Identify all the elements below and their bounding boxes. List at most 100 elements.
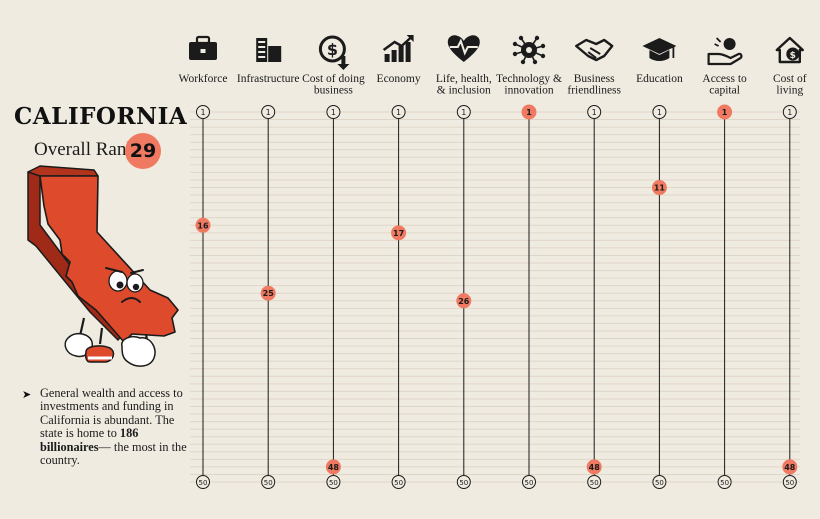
- axis-end-label-bottom: 50: [394, 479, 403, 487]
- axis-end-marker-top: [456, 105, 471, 119]
- axis-end-marker-bottom: [652, 475, 667, 489]
- spark-lines: [714, 37, 722, 47]
- circuit-node: [518, 35, 524, 41]
- coin: [723, 38, 736, 50]
- handshake-outline: [575, 38, 614, 62]
- axis-end-label-top: 1: [592, 108, 597, 117]
- building-window: [258, 51, 266, 53]
- axis-end-marker-bottom: [261, 475, 276, 489]
- rank-value-technology-innovation: 1: [526, 108, 532, 117]
- axis-end-label-top: 1: [331, 108, 336, 117]
- handshake-fingers: [587, 47, 601, 59]
- category-label-cost-of-living: living: [776, 85, 803, 97]
- trend-chart-icon: [382, 35, 414, 62]
- overall-rank-label: Overall Rank:: [34, 139, 142, 160]
- circuit-node: [512, 41, 518, 47]
- circuit-node: [512, 51, 518, 57]
- house-coin-icon: $: [775, 36, 804, 64]
- cap-base: [649, 50, 670, 61]
- state-name: CALIFORNIA: [14, 103, 188, 130]
- building-short: [268, 46, 282, 62]
- circuit-center: [526, 47, 532, 53]
- category-label-infrastructure: Infrastructure: [237, 73, 300, 85]
- coin-ring: [318, 35, 346, 63]
- down-arrow: [337, 56, 350, 70]
- note-highlight: 186 billionaires: [40, 426, 139, 454]
- rank-marker-access-to-capital: [717, 104, 733, 120]
- category-label-life-health-inclusion: Life, health,: [436, 73, 492, 85]
- rank-marker-technology-innovation: [521, 104, 537, 120]
- briefcase-clasp: [200, 49, 206, 53]
- trend-bar: [405, 42, 411, 62]
- handshake-icon: [575, 38, 614, 62]
- rank-marker-economy: [391, 225, 407, 241]
- house-coin: [786, 47, 800, 61]
- dollar-coin-icon: $: [318, 35, 350, 70]
- rank-value-education: 11: [654, 184, 666, 193]
- axis-end-label-top: 1: [787, 108, 792, 117]
- building-window: [258, 46, 266, 48]
- note-bullet-icon: ➤: [22, 388, 32, 401]
- axis-end-marker-top: [587, 105, 602, 119]
- axis-end-marker-top: [196, 105, 210, 119]
- house-outline: [775, 36, 804, 64]
- axis-end-label-top: 1: [461, 108, 466, 117]
- pulse-line: [449, 38, 478, 56]
- category-label-technology-innovation: innovation: [504, 85, 553, 97]
- category-label-access-to-capital: Access to: [702, 73, 747, 85]
- open-hand: [707, 52, 743, 66]
- rank-value-life-health-inclusion: 26: [458, 297, 470, 306]
- axis-end-marker-bottom: [326, 475, 341, 489]
- category-icons: $ $: [189, 35, 804, 70]
- note-text-after: — the most in the country.: [40, 439, 187, 468]
- note-text-before: General wealth and access to investments…: [40, 386, 183, 441]
- rank-marker-workforce: [195, 217, 211, 233]
- category-label-business-friendliness: friendliness: [567, 85, 621, 97]
- axis-end-marker-bottom: [782, 475, 797, 489]
- axis-end-label-top: 1: [657, 108, 662, 117]
- state-shape-top: [27, 165, 99, 177]
- trend-bar: [398, 46, 404, 62]
- rank-marker-business-friendliness: [586, 459, 602, 475]
- gridlines: [190, 111, 800, 483]
- frown-mouth: [121, 297, 141, 303]
- axis-end-marker-top: [326, 105, 341, 119]
- axis-end-label-bottom: 50: [655, 479, 664, 487]
- category-label-education: Education: [636, 73, 683, 85]
- trend-arrowhead: [406, 35, 414, 42]
- house-coin-glyph: $: [790, 51, 796, 61]
- axis-end-label-top: 1: [396, 108, 401, 117]
- trend-bar: [391, 50, 397, 62]
- axis-end-label-bottom: 50: [590, 479, 599, 487]
- overall-rank-value: 29: [129, 140, 157, 162]
- category-label-economy: Economy: [377, 73, 421, 85]
- category-label-cost-of-doing-business: Cost of doing: [302, 73, 365, 85]
- circuit-node: [520, 59, 526, 65]
- trend-line: [382, 35, 414, 52]
- briefcase-handle: [195, 35, 211, 45]
- axis-end-marker-bottom: [587, 475, 602, 489]
- rank-marker-cost-of-living: [782, 459, 798, 475]
- category-label-business-friendliness: Business: [574, 73, 615, 85]
- axis-end-marker-bottom: [196, 475, 210, 489]
- axis-end-marker-bottom: [391, 475, 406, 489]
- rank-marker-cost-of-doing-business: [325, 459, 341, 475]
- briefcase-icon: [189, 35, 217, 60]
- axis-end-label-bottom: 50: [785, 479, 794, 487]
- category-label-access-to-capital: capital: [709, 85, 740, 97]
- axis-end-label-top: 1: [266, 108, 271, 117]
- cap-board: [642, 38, 677, 54]
- axis-end-label-bottom: 50: [264, 479, 273, 487]
- left-shoe: [84, 345, 115, 363]
- left-eye: [108, 270, 128, 292]
- right-glove: [121, 335, 156, 367]
- trend-bar: [384, 54, 390, 62]
- rank-value-business-friendliness: 48: [589, 463, 601, 472]
- axis-end-marker-top: [391, 105, 406, 119]
- axis-end-label-bottom: 50: [459, 479, 468, 487]
- rank-marker-life-health-inclusion: [456, 293, 472, 309]
- rank-value-cost-of-living: 48: [784, 463, 796, 472]
- building-window: [258, 56, 266, 58]
